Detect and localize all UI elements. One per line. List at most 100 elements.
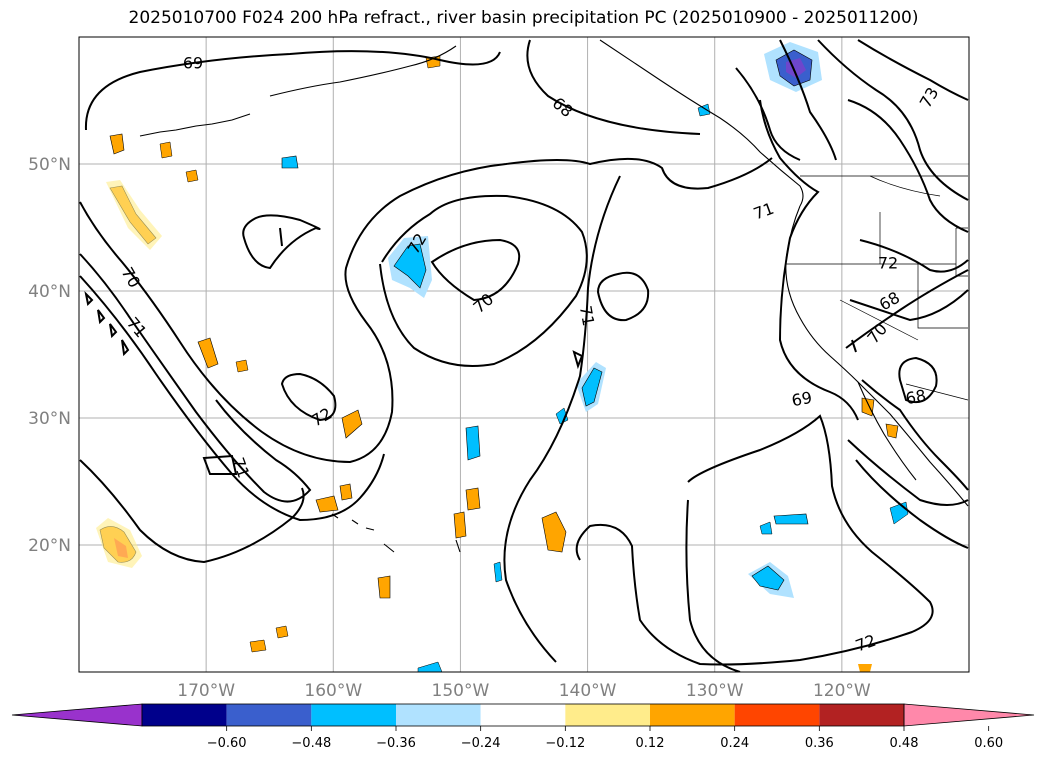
state-border [869,175,941,197]
latitude-label: 40°N [28,282,71,302]
precip-negative-region [751,565,785,591]
precip-negative-region [393,243,427,289]
longitude-label: 160°W [304,681,362,701]
refractivity-contour [572,350,584,370]
colorbar-tick-label: −0.12 [545,736,585,751]
precip-positive-region [159,141,173,159]
state-border [955,227,968,277]
longitude-label: 130°W [686,681,744,701]
refractivity-contour [202,454,238,475]
axis-labels: 20°N 30°N 40°N 50°N 170°W 160°W 150°W 140°W 130°… [28,155,871,701]
precip-positive-region [861,397,875,417]
colorbar-segment [142,704,227,726]
contour-label: 72 [878,254,898,273]
map-title: 2025010700 F024 200 hPa refract., river … [128,8,919,28]
political-boundaries [786,175,969,401]
colorbar-tick-label: −0.60 [207,736,247,751]
longitude-label: 150°W [432,681,490,701]
colorbar: −0.60 −0.48 −0.36 −0.24 −0.12 0.12 0.24 0.36 0.4… [11,703,1035,751]
refractivity-contour [847,99,969,233]
colorbar-tick-label: 0.12 [636,736,665,751]
precip-positive-region [109,133,125,155]
precip-positive-region [465,487,481,511]
precip-positive-region [249,639,267,653]
colorbar-tick-label: 0.60 [974,736,1003,751]
coastline-alaska [139,113,251,137]
colorbar-frame [141,703,905,727]
refractivity-contour [845,269,969,349]
refractivity-contour [817,39,969,201]
refractivity-contour [735,67,801,161]
refractivity-contour [503,175,621,663]
refractivity-contour [685,499,741,672]
refractivity-contour [779,39,837,161]
colorbar-tick-label: 0.24 [720,736,749,751]
hawaii-islands [331,513,461,553]
precip-positive-region [106,180,162,250]
colorbar-tick-label: 0.48 [890,736,919,751]
precip-negative-region [555,407,569,425]
map-background [79,37,969,672]
precip-positive-region [197,337,219,369]
longitude-label: 170°W [177,681,235,701]
refractivity-contour [79,253,312,503]
precip-positive-region [541,511,567,553]
state-border [905,383,969,401]
precip-positive-region [339,483,353,501]
colorbar-tick-label: −0.24 [461,736,501,751]
colorbar-segment [565,704,650,726]
refractivity-contour [280,372,337,422]
precip-negative-region [493,561,503,583]
refractivity-contour [596,271,650,322]
refractivity-contour [861,379,969,491]
refractivity-contour [857,39,969,101]
precip-negative-region [759,521,773,535]
colorbar-extend-max [903,703,1035,727]
latitude-label: 30°N [28,409,71,429]
refractivity-contour [847,439,969,506]
refractivity-contour [84,50,501,131]
refractivity-contour [859,239,969,273]
contour-label: 69 [183,54,203,73]
coastline-bc [599,39,804,207]
precip-positive-region [185,169,199,183]
refractivity-contour [575,414,934,666]
refractivity-contour [851,339,857,353]
precip-positive-region [275,625,289,639]
precip-negative-region [281,155,299,169]
colorbar-segment [734,704,820,726]
precip-negative-region [417,661,443,672]
latitude-label: 50°N [28,155,71,175]
refractivity-contour [279,227,283,247]
refractivity-contour [855,459,969,549]
coastline-us-west [785,205,969,507]
colorbar-tick-label: −0.48 [291,736,331,751]
coastline-alaska [269,45,457,97]
precip-positive-region [453,511,467,539]
state-border [839,299,919,341]
precip-positive-region [885,423,899,439]
refractivity-contour [849,289,969,322]
colorbar-segment [226,704,312,726]
refractivity-contour [898,356,938,404]
graticule [79,37,969,672]
contour-label: 69 [790,388,813,410]
precip-positive-region [235,359,249,373]
colorbar-tick-label: −0.36 [376,736,416,751]
precip-positive-region [341,409,363,439]
refractivity-contour [526,39,701,135]
refractivity-contour [242,214,321,270]
colorbar-tick-label: 0.36 [805,736,834,751]
colorbar-segment [819,704,904,726]
colorbar-segment [311,704,396,726]
coastline-baja [857,381,917,481]
precip-positive-region [377,575,391,599]
refractivity-contour [79,459,305,564]
contour-label: 71 [576,304,598,327]
refractivity-contour [79,157,773,464]
longitude-label: 140°W [559,681,617,701]
colorbar-extend-min [11,703,143,727]
refractivity-contour [430,238,521,302]
coastlines [139,39,969,553]
